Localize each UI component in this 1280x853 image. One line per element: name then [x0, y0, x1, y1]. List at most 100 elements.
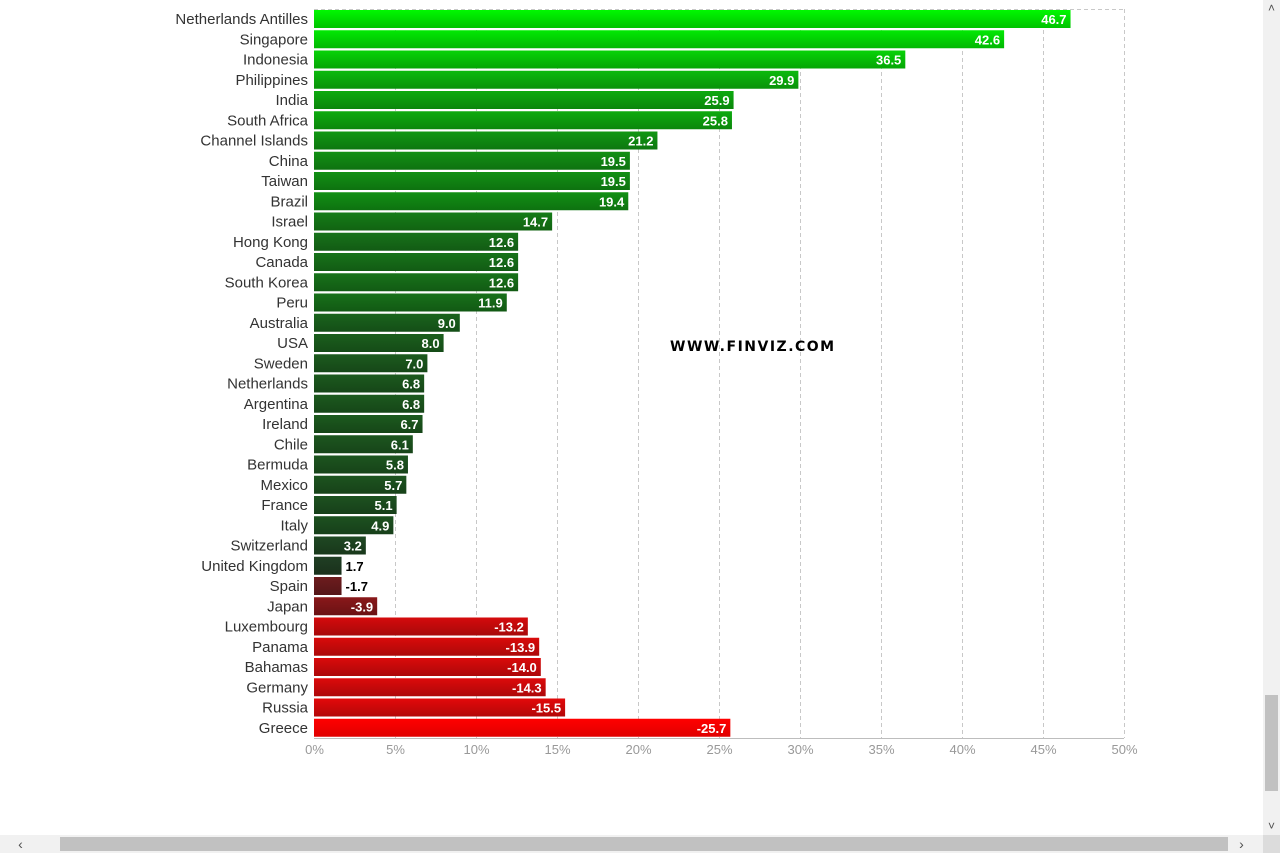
chevron-down-icon[interactable]: ˅ — [1267, 819, 1275, 833]
bar[interactable] — [314, 536, 366, 555]
horizontal-scrollbar[interactable]: ‹ › — [0, 835, 1263, 853]
category-label: Luxembourg — [225, 619, 308, 636]
category-label: China — [269, 153, 309, 170]
category-label: Bermuda — [247, 457, 309, 474]
value-label: 29.9 — [769, 73, 794, 88]
value-label: 14.7 — [523, 215, 548, 230]
chevron-left-icon[interactable]: ‹ — [18, 836, 23, 852]
x-tick-label: 45% — [1030, 742, 1056, 757]
bar[interactable] — [314, 91, 734, 109]
value-label: -13.9 — [506, 640, 536, 655]
bar[interactable] — [314, 658, 541, 676]
bar[interactable] — [314, 637, 540, 656]
bar[interactable] — [314, 435, 413, 454]
category-label: India — [275, 92, 308, 109]
bar[interactable] — [314, 10, 1071, 28]
category-label: Taiwan — [261, 173, 308, 190]
value-label: 11.9 — [478, 296, 503, 311]
bar[interactable] — [314, 698, 566, 717]
chart-area: 46.7 42.6 36.5 29.9 25.9 25.8 21.2 19.5 19.5 19.4… — [175, 9, 1138, 757]
x-tick-label: 25% — [706, 742, 732, 757]
bar[interactable] — [314, 394, 425, 413]
category-label: Brazil — [270, 193, 308, 210]
bar[interactable] — [314, 678, 546, 697]
value-label: 9.0 — [438, 316, 456, 331]
x-tick-label: 20% — [625, 742, 651, 757]
value-label: 6.8 — [402, 397, 420, 412]
value-label: -14.3 — [512, 680, 542, 695]
value-label: 6.8 — [402, 377, 420, 392]
bar[interactable] — [314, 111, 732, 130]
bar[interactable] — [314, 516, 394, 535]
horizontal-scroll-thumb[interactable] — [60, 837, 1228, 851]
category-label: Canada — [255, 254, 308, 271]
bar[interactable] — [314, 151, 630, 170]
vertical-scrollbar[interactable]: ˄ ˅ — [1263, 0, 1280, 835]
scrollbar-corner — [1263, 835, 1280, 853]
vertical-scroll-thumb[interactable] — [1265, 695, 1278, 791]
value-label: 19.4 — [599, 194, 625, 209]
category-label: Bahamas — [245, 659, 308, 676]
bar[interactable] — [314, 556, 342, 575]
category-label: United Kingdom — [201, 558, 308, 575]
value-label: 12.6 — [489, 275, 514, 290]
bar[interactable] — [314, 577, 342, 595]
bar[interactable] — [314, 172, 630, 190]
bar[interactable] — [314, 30, 1005, 49]
category-label: Israel — [271, 214, 308, 231]
category-label: Sweden — [254, 355, 308, 372]
value-label: 4.9 — [371, 518, 389, 533]
value-label: 6.7 — [400, 417, 418, 432]
bar[interactable] — [314, 617, 528, 636]
bar[interactable] — [314, 131, 658, 150]
category-label: Argentina — [244, 396, 309, 413]
category-label: Netherlands Antilles — [175, 11, 308, 28]
category-label: South Korea — [225, 274, 309, 291]
value-label: 19.5 — [601, 154, 626, 169]
category-label: Italy — [280, 517, 308, 534]
bar[interactable] — [314, 313, 460, 332]
bar[interactable] — [314, 293, 507, 312]
category-label: Ireland — [262, 416, 308, 433]
bar[interactable] — [314, 70, 799, 89]
bar[interactable] — [314, 455, 408, 474]
x-tick-label: 30% — [787, 742, 813, 757]
category-label: Hong Kong — [233, 234, 308, 251]
chevron-up-icon[interactable]: ˄ — [1267, 1, 1275, 15]
bar[interactable] — [314, 475, 407, 494]
bar[interactable] — [314, 50, 906, 69]
bar[interactable] — [314, 597, 378, 616]
category-label: Mexico — [260, 477, 308, 494]
value-label: 46.7 — [1041, 12, 1066, 27]
bar[interactable] — [314, 253, 519, 271]
x-tick-label: 50% — [1111, 742, 1137, 757]
category-label: Japan — [267, 598, 308, 615]
value-label: 25.9 — [704, 93, 729, 108]
bar[interactable] — [314, 232, 519, 251]
value-label: 8.0 — [422, 336, 440, 351]
category-label: South Africa — [227, 112, 309, 129]
x-tick-label: 35% — [868, 742, 894, 757]
bar[interactable] — [314, 415, 423, 433]
value-label: -15.5 — [531, 701, 561, 716]
bar[interactable] — [314, 212, 553, 231]
bar[interactable] — [314, 496, 397, 514]
bar[interactable] — [314, 273, 519, 292]
value-label: -14.0 — [507, 660, 537, 675]
value-label: -1.7 — [346, 579, 368, 594]
category-label: Channel Islands — [200, 133, 308, 150]
chevron-right-icon[interactable]: › — [1239, 836, 1244, 852]
value-label: 3.2 — [344, 539, 362, 554]
bar[interactable] — [314, 192, 629, 211]
category-label: Singapore — [240, 31, 308, 48]
bar[interactable] — [314, 718, 731, 737]
value-label: 21.2 — [628, 134, 653, 149]
x-tick-label: 40% — [949, 742, 975, 757]
bar[interactable] — [314, 354, 428, 373]
category-label: France — [261, 497, 308, 514]
category-label: Peru — [276, 295, 308, 312]
bar[interactable] — [314, 334, 444, 352]
category-label: Panama — [252, 639, 309, 656]
bar[interactable] — [314, 374, 425, 393]
value-label: 12.6 — [489, 255, 514, 270]
